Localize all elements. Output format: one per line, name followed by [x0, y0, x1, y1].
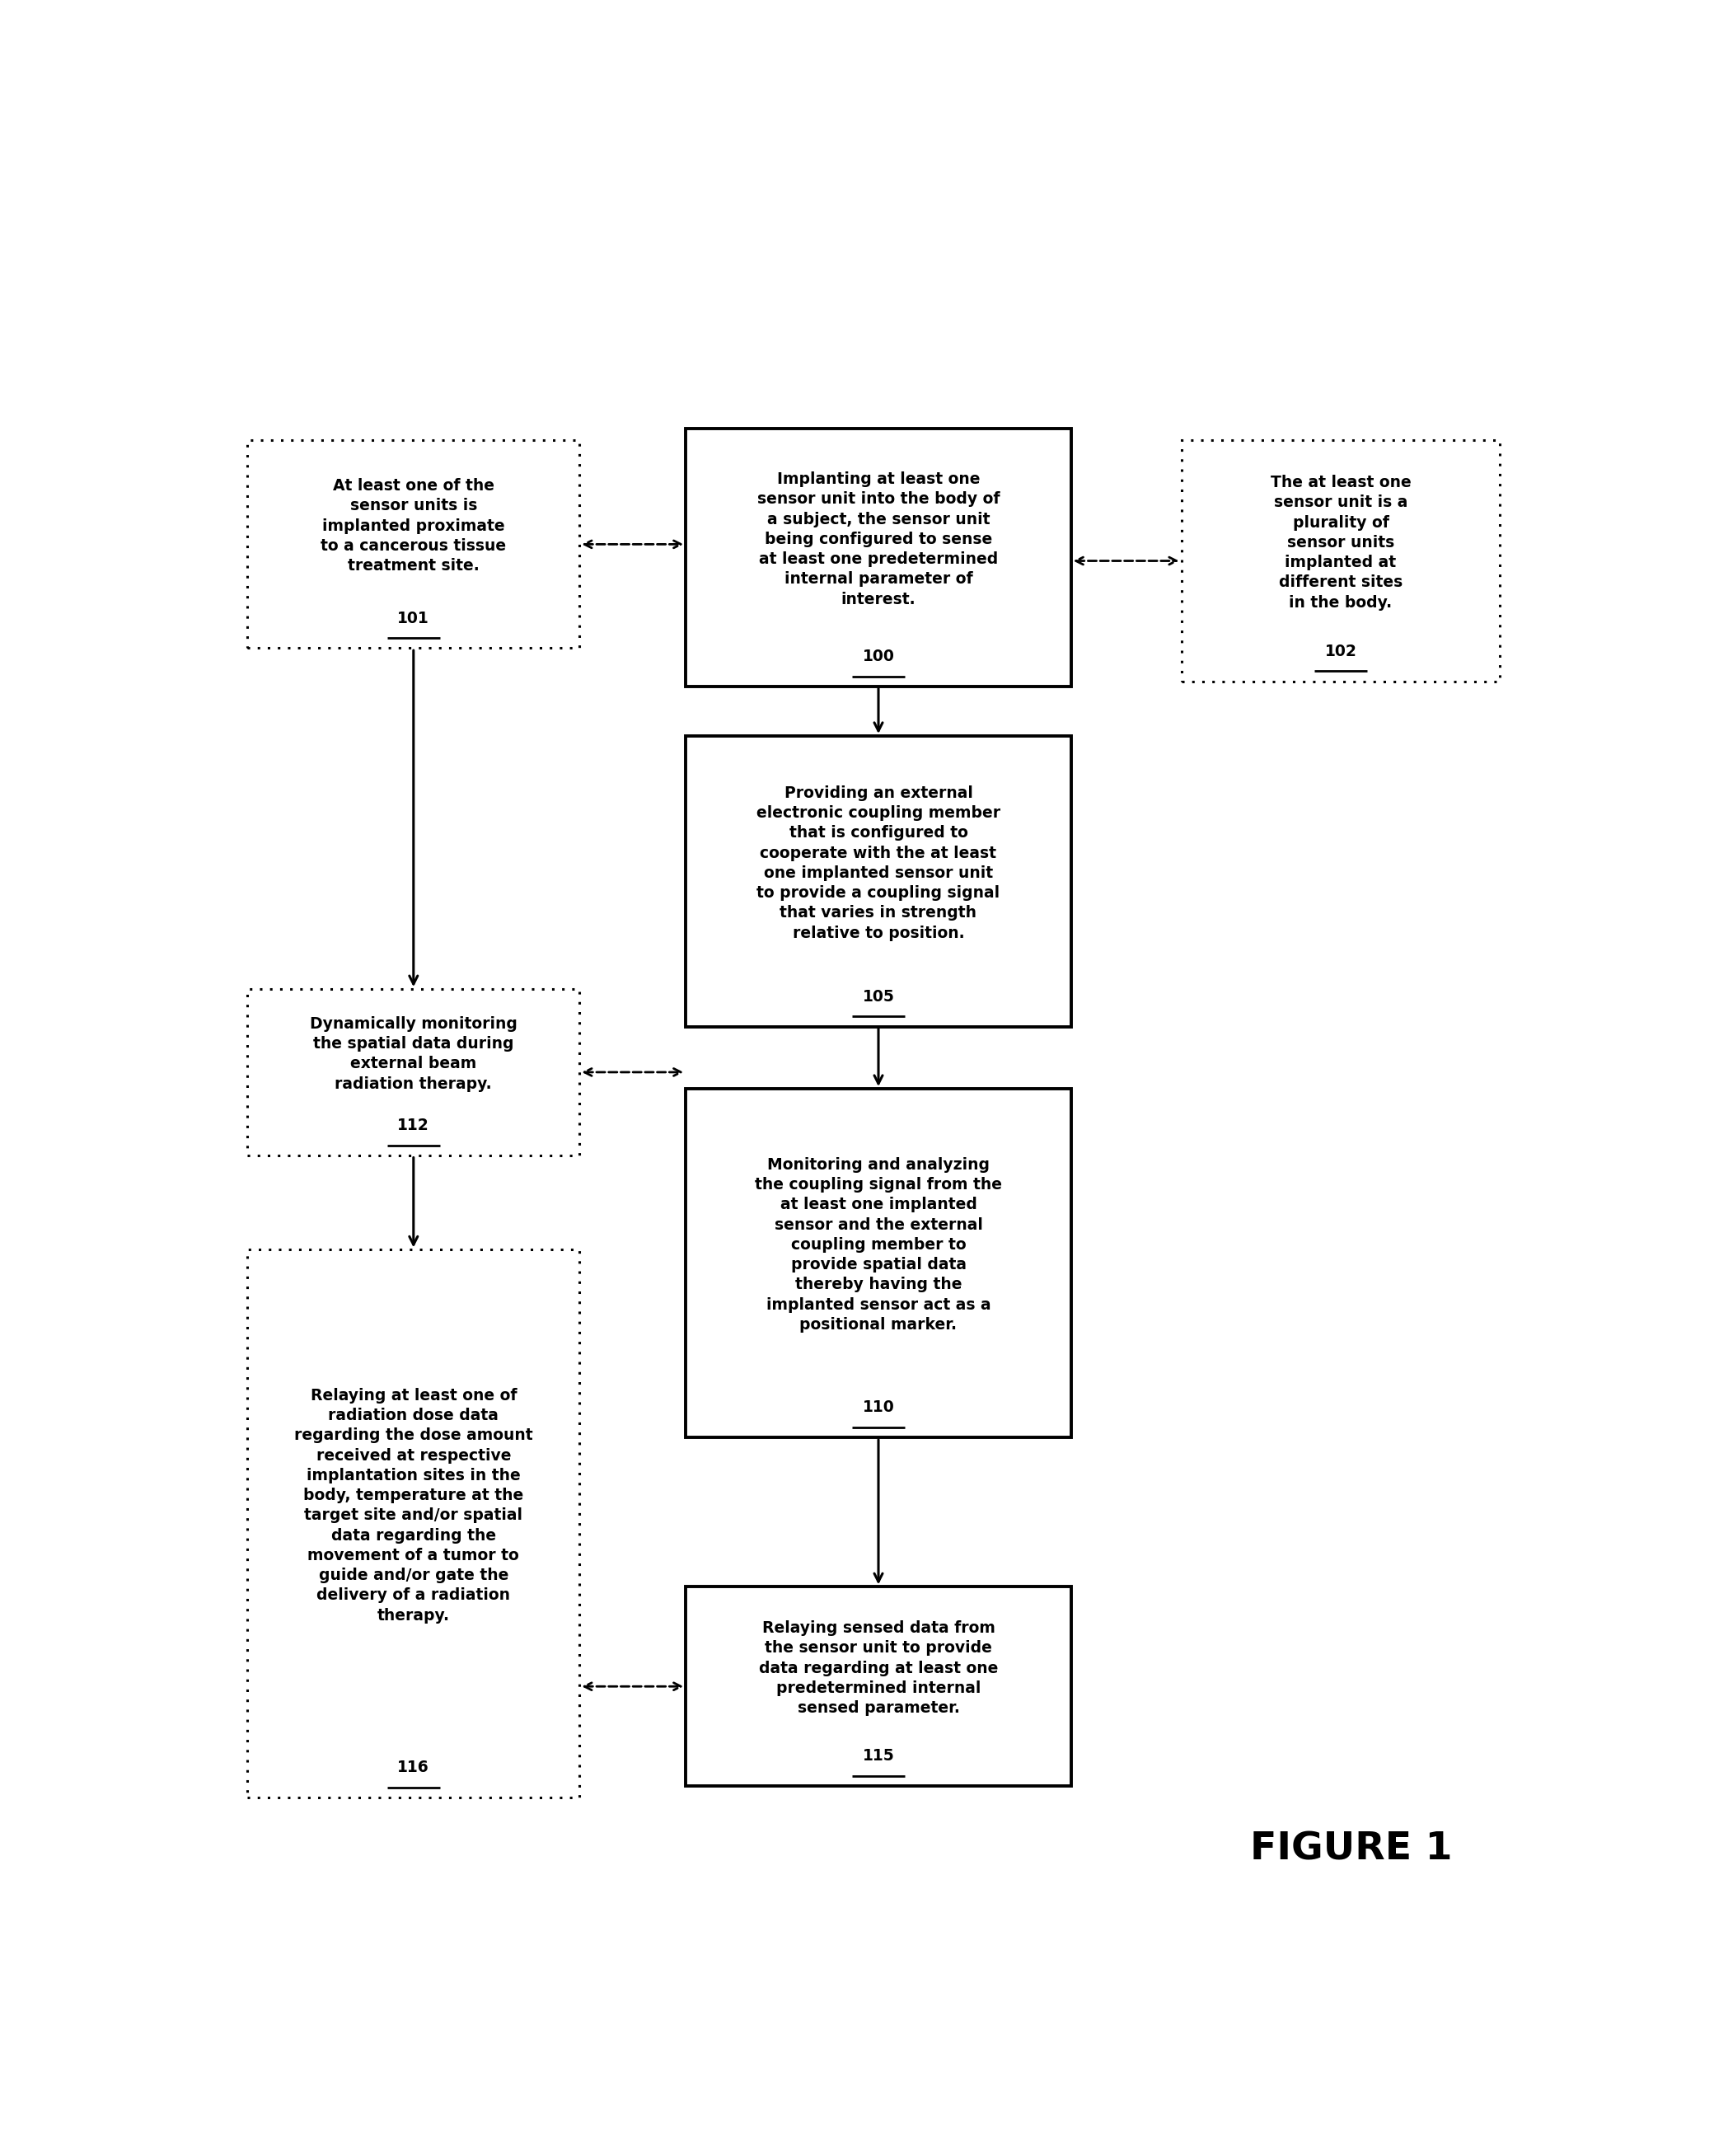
- Text: 112: 112: [398, 1117, 430, 1134]
- Text: Implanting at least one
sensor unit into the body of
a subject, the sensor unit
: Implanting at least one sensor unit into…: [758, 472, 999, 608]
- Bar: [686, 1587, 1071, 1785]
- Text: 116: 116: [398, 1759, 430, 1777]
- Text: Relaying at least one of
radiation dose data
regarding the dose amount
received : Relaying at least one of radiation dose …: [295, 1388, 533, 1623]
- Bar: [686, 1089, 1071, 1438]
- Text: The at least one
sensor unit is a
plurality of
sensor units
implanted at
differe: The at least one sensor unit is a plural…: [1270, 474, 1411, 610]
- Text: Relaying sensed data from
the sensor unit to provide
data regarding at least one: Relaying sensed data from the sensor uni…: [759, 1621, 998, 1716]
- Text: 110: 110: [862, 1399, 895, 1414]
- Text: FIGURE 1: FIGURE 1: [1251, 1830, 1453, 1867]
- Text: 105: 105: [862, 990, 895, 1005]
- Bar: [1181, 440, 1500, 681]
- Text: Dynamically monitoring
the spatial data during
external beam
radiation therapy.: Dynamically monitoring the spatial data …: [310, 1015, 518, 1091]
- Text: 115: 115: [862, 1749, 895, 1764]
- Bar: [686, 735, 1071, 1026]
- Text: 102: 102: [1325, 642, 1357, 660]
- Text: 100: 100: [862, 649, 895, 664]
- Bar: [686, 429, 1071, 686]
- Bar: [247, 440, 579, 649]
- Text: 101: 101: [398, 610, 430, 625]
- Text: Providing an external
electronic coupling member
that is configured to
cooperate: Providing an external electronic couplin…: [756, 785, 1001, 940]
- Bar: [247, 990, 579, 1156]
- Bar: [247, 1250, 579, 1798]
- Text: Monitoring and analyzing
the coupling signal from the
at least one implanted
sen: Monitoring and analyzing the coupling si…: [754, 1158, 1003, 1332]
- Text: At least one of the
sensor units is
implanted proximate
to a cancerous tissue
tr: At least one of the sensor units is impl…: [321, 479, 506, 573]
